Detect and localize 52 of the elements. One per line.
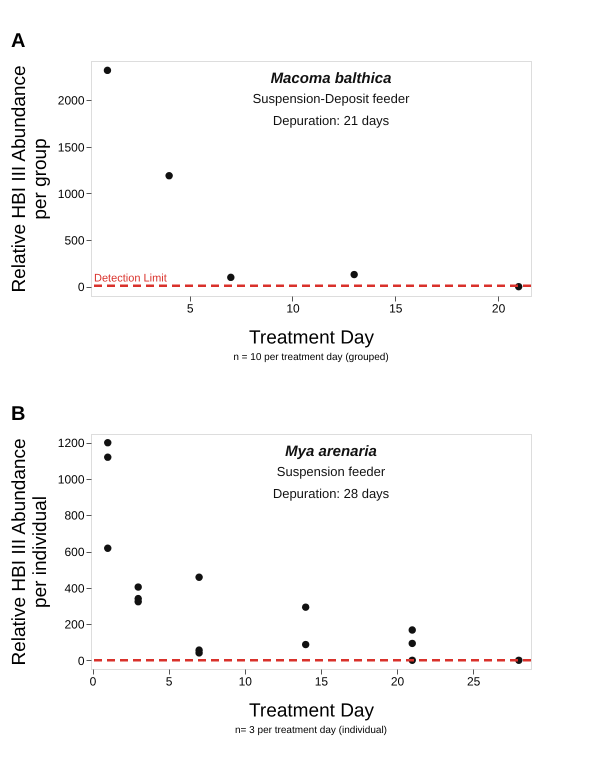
point bbox=[227, 274, 235, 282]
text: Suspension feeder bbox=[276, 464, 386, 479]
text: Suspension-Deposit feeder bbox=[252, 91, 410, 106]
point bbox=[165, 172, 173, 180]
y-tick-label: 0 bbox=[78, 654, 85, 668]
y-tick-label: 2000 bbox=[58, 94, 85, 108]
x-axis-title: Treatment Day bbox=[249, 700, 374, 722]
x-tick-label: 0 bbox=[90, 674, 97, 688]
y-tick-label: 400 bbox=[64, 581, 85, 596]
x-tick-label: 10 bbox=[286, 302, 300, 316]
point bbox=[104, 439, 112, 446]
y-tick-label: 500 bbox=[64, 234, 85, 248]
text: n = 10 per treatment day (grouped) bbox=[233, 352, 389, 363]
point bbox=[195, 574, 203, 581]
x-tick-label: 10 bbox=[238, 674, 252, 688]
text: per individual bbox=[30, 496, 51, 608]
y-tick-label: 0 bbox=[78, 280, 85, 294]
text: Depuration: 28 days bbox=[272, 486, 390, 501]
text: Relative HBI III Abundance bbox=[8, 438, 30, 666]
point bbox=[302, 603, 310, 611]
point bbox=[104, 454, 112, 461]
y-tick-label: 1500 bbox=[58, 140, 85, 154]
y-tick-label: 1000 bbox=[58, 472, 85, 486]
y-tick-label: 1000 bbox=[58, 186, 85, 201]
x-tick-label: 25 bbox=[466, 674, 481, 688]
text: Relative HBI III Abundance bbox=[8, 65, 30, 293]
x-axis-title: Treatment Day bbox=[249, 328, 374, 348]
ref-line-label: Detection Limit bbox=[94, 272, 167, 285]
point bbox=[104, 544, 112, 552]
text: n= 3 per treatment day (individual) bbox=[234, 725, 388, 736]
x-tick-label: 15 bbox=[314, 674, 328, 688]
y-tick-label: 1200 bbox=[58, 436, 85, 450]
text: Mya arenaria bbox=[285, 443, 377, 460]
text: A bbox=[11, 30, 26, 52]
point bbox=[302, 640, 310, 648]
x-tick-label: 15 bbox=[389, 302, 403, 316]
x-tick-label: 5 bbox=[186, 302, 194, 316]
text: Depuration: 21 days bbox=[272, 113, 390, 128]
text: per group bbox=[30, 138, 51, 220]
y-tick-label: 200 bbox=[64, 618, 85, 632]
point bbox=[104, 66, 112, 74]
point bbox=[134, 583, 142, 591]
point bbox=[408, 640, 416, 648]
y-tick-label: 600 bbox=[64, 545, 85, 559]
point bbox=[350, 270, 358, 278]
text: Macoma balthica bbox=[270, 70, 392, 87]
x-tick-label: 20 bbox=[492, 302, 506, 316]
x-tick-label: 5 bbox=[166, 674, 173, 688]
point bbox=[408, 626, 416, 634]
y-tick-label: 800 bbox=[64, 508, 85, 523]
x-tick-label: 20 bbox=[390, 674, 405, 688]
text: B bbox=[11, 403, 26, 425]
